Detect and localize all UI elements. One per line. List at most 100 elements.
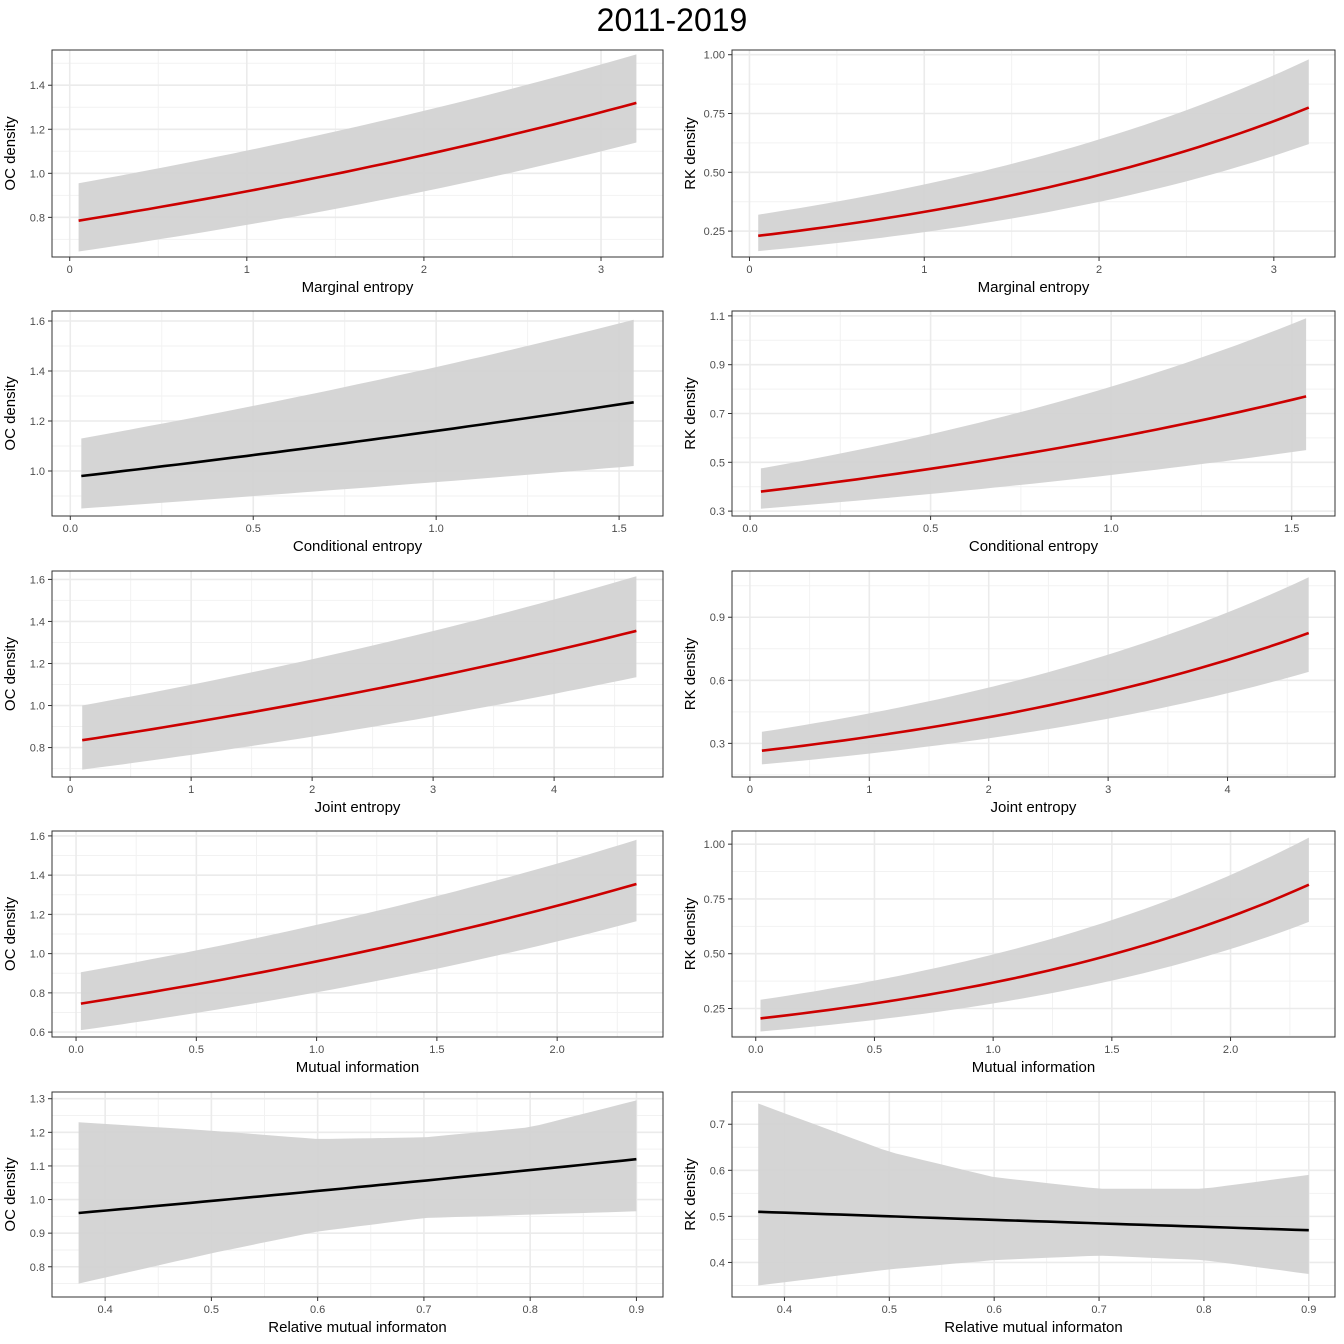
x-tick-label: 0.8 xyxy=(1196,1304,1211,1316)
x-tick-label: 3 xyxy=(1105,784,1111,796)
fit-line xyxy=(78,1157,637,1215)
y-axis-title: RK density xyxy=(682,117,699,190)
confidence-band xyxy=(81,319,634,509)
x-tick-label: 0.0 xyxy=(748,1044,763,1056)
y-tick-label: 0.5 xyxy=(710,1211,725,1223)
y-tick-label: 1.0 xyxy=(30,701,45,713)
x-axis-title: Relative mutual informaton xyxy=(268,1319,446,1336)
y-tick-label: 0.3 xyxy=(710,506,725,518)
y-tick-label: 0.7 xyxy=(710,1119,725,1131)
y-axis-title: OC density xyxy=(2,636,19,711)
y-tick-label: 0.6 xyxy=(30,1027,45,1039)
y-axis-title: RK density xyxy=(682,1158,699,1231)
x-tick-label: 0.5 xyxy=(246,523,261,535)
fit-line xyxy=(758,106,1310,238)
y-tick-label: 1.4 xyxy=(30,366,45,378)
panel-border xyxy=(51,310,664,517)
y-tick-label: 1.00 xyxy=(704,50,725,62)
x-tick-label: 2 xyxy=(986,784,992,796)
x-tick-label: 4 xyxy=(551,784,557,796)
x-tick-label: 2 xyxy=(309,784,315,796)
confidence-band xyxy=(760,837,1309,1032)
y-tick-label: 0.25 xyxy=(704,226,725,238)
fit-line xyxy=(78,101,637,222)
panel-3: 0.0 0.5 1.0 1.5 1.0 1.2 1.4 1.6 Conditional entr… xyxy=(2,310,664,555)
y-axis-title: OC density xyxy=(2,896,19,971)
y-tick-label: 1.1 xyxy=(710,311,725,323)
y-tick-label: 1.4 xyxy=(30,870,45,882)
y-tick-label: 1.2 xyxy=(30,909,45,921)
y-axis-title: OC density xyxy=(2,376,19,451)
x-tick-label: 1 xyxy=(866,784,872,796)
panel-border xyxy=(51,830,664,1038)
y-tick-label: 1.4 xyxy=(30,616,45,628)
y-tick-label: 0.3 xyxy=(710,738,725,750)
confidence-band xyxy=(758,1103,1309,1286)
fit-line xyxy=(760,883,1310,1020)
x-tick-label: 0.9 xyxy=(629,1304,644,1316)
panel-6: 0 1 2 3 4 0.3 0.6 0.9 Joint entropy RK density xyxy=(682,570,1336,816)
panel-border xyxy=(731,1091,1336,1298)
x-tick-label: 1.5 xyxy=(611,523,626,535)
x-tick-label: 1.0 xyxy=(1103,523,1118,535)
x-tick-label: 1.0 xyxy=(985,1044,1000,1056)
y-axis-title: OC density xyxy=(2,1157,19,1232)
confidence-band xyxy=(758,59,1309,252)
panel-5: 0 1 2 3 4 0.8 1.0 1.2 1.4 1.6 Joint entropy OC dens… xyxy=(2,570,664,816)
x-axis-title: Marginal entropy xyxy=(978,279,1090,296)
x-tick-label: 0.7 xyxy=(1091,1304,1106,1316)
y-tick-label: 1.2 xyxy=(30,658,45,670)
y-tick-label: 1.0 xyxy=(30,466,45,478)
y-axis-title: RK density xyxy=(682,897,699,970)
x-tick-label: 0.4 xyxy=(777,1304,792,1316)
panel-1: 0 1 2 3 0.8 1.0 1.2 1.4 Marginal entropy OC densi… xyxy=(2,49,664,296)
y-tick-label: 1.00 xyxy=(704,839,725,851)
x-tick-label: 0 xyxy=(67,784,73,796)
y-tick-label: 0.7 xyxy=(710,409,725,421)
x-axis-title: Joint entropy xyxy=(315,799,401,816)
x-tick-label: 2 xyxy=(1096,264,1102,276)
fit-line xyxy=(81,401,634,478)
x-tick-label: 1.0 xyxy=(309,1044,324,1056)
fit-line xyxy=(760,395,1307,493)
x-tick-label: 1 xyxy=(188,784,194,796)
y-tick-label: 0.8 xyxy=(30,1262,45,1274)
x-tick-label: 1.0 xyxy=(429,523,444,535)
panel-border xyxy=(51,570,664,778)
y-tick-label: 1.2 xyxy=(30,416,45,428)
y-tick-label: 0.8 xyxy=(30,212,45,224)
x-tick-label: 0.8 xyxy=(523,1304,538,1316)
y-axis-title: RK density xyxy=(682,637,699,710)
y-tick-label: 0.8 xyxy=(30,743,45,755)
x-tick-label: 1 xyxy=(244,264,250,276)
y-tick-label: 0.50 xyxy=(704,949,725,961)
panel-border xyxy=(51,1091,664,1298)
x-tick-label: 0 xyxy=(747,784,753,796)
x-tick-label: 1.5 xyxy=(429,1044,444,1056)
y-tick-label: 0.75 xyxy=(704,894,725,906)
y-tick-label: 0.6 xyxy=(710,1165,725,1177)
y-tick-label: 1.4 xyxy=(30,80,45,92)
y-tick-label: 1.2 xyxy=(30,124,45,136)
panel-border xyxy=(731,49,1336,258)
panel-border xyxy=(731,830,1336,1038)
x-tick-label: 2 xyxy=(421,264,427,276)
x-axis-title: Conditional entropy xyxy=(293,538,423,555)
x-tick-label: 0.7 xyxy=(416,1304,431,1316)
x-tick-label: 4 xyxy=(1224,784,1230,796)
panel-border xyxy=(731,570,1336,778)
y-tick-label: 0.75 xyxy=(704,109,725,121)
x-tick-label: 2.0 xyxy=(1223,1044,1238,1056)
y-tick-label: 1.6 xyxy=(30,316,45,328)
panel-7: 0.0 0.5 1.0 1.5 2.0 0.6 0.8 1.0 1.2 1.4 1.6 Mutual … xyxy=(2,830,664,1076)
y-tick-label: 1.6 xyxy=(30,574,45,586)
panel-8: 0.0 0.5 1.0 1.5 2.0 0.25 0.50 0.75 1.00 Mutual in… xyxy=(682,830,1336,1076)
figure-title: 2011-2019 xyxy=(596,2,748,38)
x-tick-label: 0.5 xyxy=(882,1304,897,1316)
y-axis-title: RK density xyxy=(682,377,699,450)
y-tick-label: 0.6 xyxy=(710,675,725,687)
x-tick-label: 3 xyxy=(430,784,436,796)
x-axis-title: Mutual information xyxy=(296,1059,419,1076)
x-tick-label: 0 xyxy=(67,264,73,276)
